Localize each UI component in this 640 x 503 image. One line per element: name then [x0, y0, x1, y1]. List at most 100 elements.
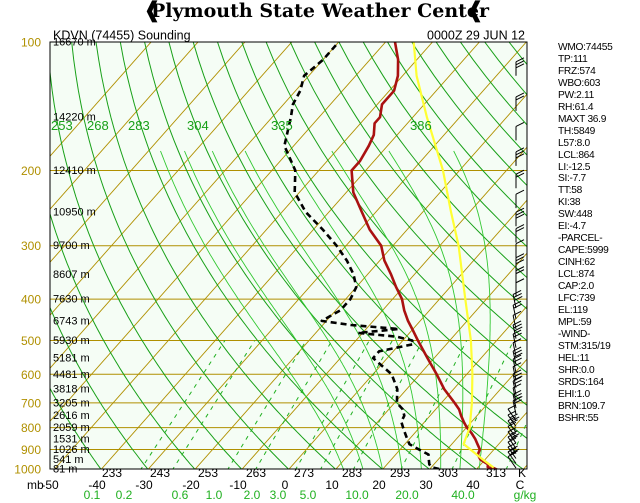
pressure-tick-label: 400: [21, 293, 41, 307]
parcel-line: [412, 42, 497, 469]
theta-top-label: 268: [87, 118, 109, 133]
theta-top-label: 253: [51, 118, 73, 133]
wind-barb: [515, 92, 525, 111]
isotherm-line: [50, 42, 293, 316]
temperature-tick-label: -50: [41, 478, 59, 492]
dry-adiabat-line: [338, 42, 527, 279]
mixing-ratio-line: [172, 340, 256, 469]
theta-tick-label: 233: [102, 466, 122, 480]
wind-barb: [512, 300, 522, 319]
isotherm-line: [288, 199, 527, 469]
wind-barb: [515, 189, 525, 209]
page-title: Plymouth State Weather Center: [150, 0, 490, 22]
index-line: L57:8.0: [558, 137, 590, 149]
isotherm-line: [50, 42, 340, 369]
index-line: EL:119: [558, 304, 588, 316]
theta-top-label: 335: [271, 118, 293, 133]
wind-barb: [515, 207, 525, 227]
isotherm-line: [53, 42, 434, 469]
height-label: 2059 m: [53, 422, 90, 434]
dry-adiabat-line: [95, 42, 337, 469]
temperature-tick-label: -40: [88, 478, 106, 492]
mixing-ratio-tick-label: g/kg: [514, 488, 537, 502]
pressure-tick-label: 800: [21, 421, 41, 435]
mixing-ratio-tick-label: 20.0: [395, 488, 419, 502]
height-label: 8607 m: [53, 269, 90, 281]
theta-tick-label: 303: [438, 466, 458, 480]
index-line: STM:315/19: [558, 340, 611, 352]
moist-adiabat-line: [331, 150, 442, 469]
wind-barb: [515, 57, 525, 76]
mixing-ratio-tick-label: 10.0: [345, 488, 369, 502]
temperature-tick-label: 20: [372, 478, 386, 492]
wind-barb: [515, 147, 525, 166]
height-label: 4481 m: [53, 369, 90, 381]
moist-adiabat-line: [211, 150, 383, 469]
index-line: LI:-12.5: [558, 161, 591, 173]
pressure-tick-label: 700: [21, 396, 41, 410]
plot-frame: [49, 41, 528, 470]
mixing-ratio-tick-label: 0.1: [84, 488, 101, 502]
index-line: TH:5849: [558, 125, 595, 137]
temperature-tick-label: 30: [419, 478, 433, 492]
theta-tick-label: 253: [198, 466, 218, 480]
isotherm-line: [147, 42, 527, 469]
wind-barb: [507, 416, 518, 433]
height-label: 12410 m: [53, 165, 96, 177]
index-line: CAP:2.0: [558, 281, 594, 293]
temperature-tick-label: 10: [325, 478, 339, 492]
dry-adiabat-line: [71, 42, 290, 469]
theta-tick-label: 313: [486, 466, 506, 480]
wind-barb: [507, 421, 517, 439]
index-line: MPL:59: [558, 316, 592, 328]
wind-barb: [507, 442, 520, 459]
height-label: 3205 m: [53, 397, 90, 409]
pressure-tick-label: 100: [21, 36, 41, 50]
theta-tick-label: 283: [342, 466, 362, 480]
dry-adiabat-line: [289, 42, 527, 342]
dry-adiabat-line: [241, 42, 527, 406]
height-label: 541 m: [53, 454, 84, 466]
theta-top-label: 283: [128, 118, 150, 133]
pressure-tick-label: 300: [21, 239, 41, 253]
height-label: 3818 m: [53, 384, 90, 396]
index-line: TT:58: [558, 185, 582, 197]
temperature-tick-label: 0: [282, 478, 289, 492]
index-line: SHR:0.0: [558, 364, 595, 376]
pressure-tick-label: 500: [21, 334, 41, 348]
index-line: LCL:874: [558, 269, 595, 281]
dry-adiabat-line: [314, 42, 527, 310]
height-label: 16670 m: [53, 37, 96, 49]
wind-barb: [512, 289, 523, 309]
wind-barb: [507, 447, 518, 464]
pressure-tick-label: 600: [21, 368, 41, 382]
wind-barb: [515, 169, 525, 189]
wind-barb: [512, 310, 522, 330]
isotherm-line: [100, 42, 480, 469]
index-line: EI:-4.7: [558, 221, 586, 233]
index-line: TP:111: [558, 53, 588, 65]
index-line: LCL:864: [558, 149, 595, 161]
height-label: 14220 m: [53, 112, 96, 124]
pressure-tick-label: 900: [21, 443, 41, 457]
theta-top-label: 386: [410, 118, 432, 133]
index-line: MAXT 36.9: [558, 113, 607, 125]
mixing-ratio-line: [451, 340, 515, 469]
dry-adiabat-line: [50, 387, 102, 469]
height-label: 9700 m: [53, 240, 90, 252]
mixing-ratio-tick-label: 3.0: [270, 488, 287, 502]
wind-barb: [515, 266, 525, 285]
index-line: CINH:62: [558, 257, 595, 269]
isotherm-line: [335, 252, 527, 469]
height-label: 1026 m: [53, 444, 90, 456]
wind-barb: [507, 452, 517, 469]
theta-tick-label: 273: [294, 466, 314, 480]
temperature-tick-label: C: [516, 478, 525, 492]
index-line: KI:38: [558, 197, 581, 209]
isotherm-line: [50, 42, 199, 210]
theta-tick-label: 263: [246, 466, 266, 480]
dry-adiabat-line: [362, 42, 527, 248]
theta-tick-label: K: [518, 466, 526, 480]
height-label: 5181 m: [53, 353, 90, 365]
